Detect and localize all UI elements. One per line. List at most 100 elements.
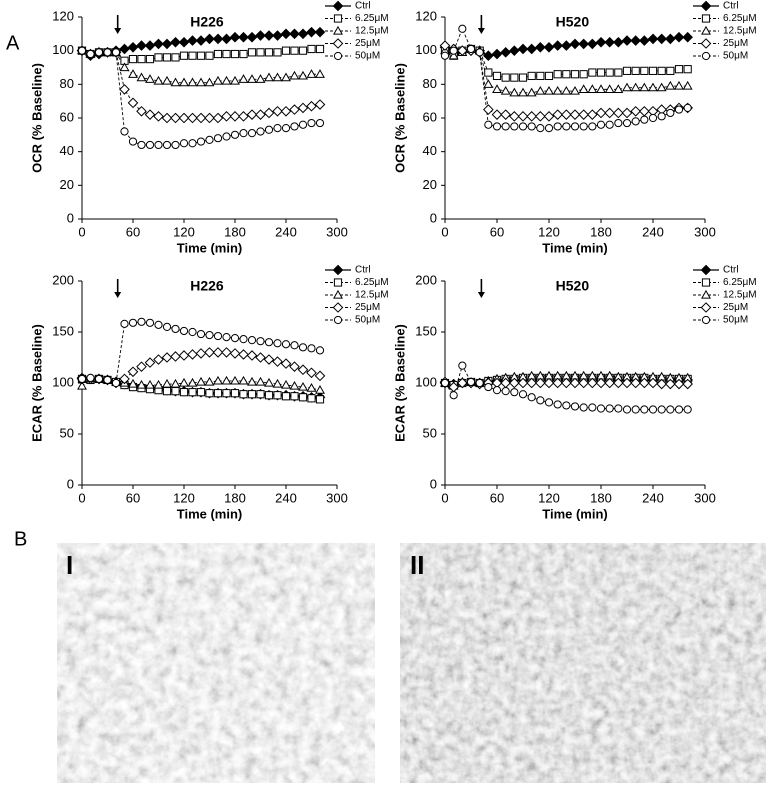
x-tick-label: 60 xyxy=(490,224,504,239)
marker xyxy=(145,318,155,327)
marker xyxy=(483,79,494,88)
y-tick-label: 40 xyxy=(423,143,437,158)
marker xyxy=(290,341,299,350)
marker xyxy=(553,400,562,409)
marker xyxy=(683,65,692,74)
marker xyxy=(289,28,300,40)
marker xyxy=(195,112,207,124)
marker xyxy=(466,44,476,54)
legend-label: 25μM xyxy=(355,302,380,313)
marker xyxy=(221,111,232,122)
marker xyxy=(136,379,147,389)
marker xyxy=(536,396,545,405)
marker xyxy=(536,71,545,81)
marker xyxy=(614,404,623,413)
marker xyxy=(569,377,581,389)
marker xyxy=(682,31,693,43)
y-tick-label: 60 xyxy=(60,109,74,124)
marker xyxy=(136,72,147,82)
marker xyxy=(314,370,326,382)
marker xyxy=(561,40,572,51)
x-tick-label: 60 xyxy=(490,490,504,505)
marker xyxy=(247,336,257,345)
marker xyxy=(298,120,308,129)
marker xyxy=(162,140,172,150)
marker xyxy=(701,278,711,287)
x-tick-label: 300 xyxy=(326,224,348,239)
marker xyxy=(145,379,155,389)
marker xyxy=(212,33,224,45)
marker xyxy=(527,71,536,81)
legend-label: 6.25μM xyxy=(723,13,757,24)
marker xyxy=(656,378,667,390)
marker xyxy=(144,40,156,51)
legend-label: 6.25μM xyxy=(355,277,389,288)
marker xyxy=(647,377,659,389)
marker xyxy=(648,82,658,92)
marker xyxy=(187,349,198,360)
marker xyxy=(569,38,581,50)
chart: 0 20 40 60 80 100 120 0 60 120 180 240 300 Time (min)… xyxy=(392,1,756,256)
marker xyxy=(440,51,450,60)
marker xyxy=(280,28,292,40)
marker xyxy=(204,77,215,87)
marker xyxy=(640,115,649,124)
x-tick-label: 120 xyxy=(173,490,195,505)
marker xyxy=(255,376,266,386)
marker xyxy=(77,46,87,55)
y-tick-label: 0 xyxy=(430,476,437,491)
marker xyxy=(604,36,615,48)
marker xyxy=(613,377,624,389)
y-tick-label: 100 xyxy=(52,374,74,389)
marker xyxy=(170,36,181,48)
marker xyxy=(306,367,317,379)
marker xyxy=(136,105,147,117)
legend-label: 12.5μM xyxy=(723,26,757,37)
marker xyxy=(170,351,181,362)
marker xyxy=(229,348,241,359)
marker xyxy=(656,33,667,45)
y-tick-label: 100 xyxy=(415,42,437,57)
marker xyxy=(298,393,308,402)
marker xyxy=(289,70,300,80)
marker xyxy=(588,403,597,412)
marker xyxy=(188,51,197,60)
marker xyxy=(518,73,528,82)
marker xyxy=(544,398,554,407)
marker xyxy=(171,53,180,62)
marker xyxy=(264,377,274,387)
marker xyxy=(255,74,266,83)
x-tick-label: 180 xyxy=(590,490,612,505)
marker xyxy=(492,386,502,395)
x-tick-label: 180 xyxy=(224,490,246,505)
marker xyxy=(230,75,240,85)
marker xyxy=(212,112,224,124)
marker xyxy=(333,51,343,61)
marker xyxy=(136,361,147,372)
marker xyxy=(86,373,95,382)
marker xyxy=(298,381,308,391)
marker xyxy=(562,122,571,131)
marker xyxy=(127,366,139,378)
marker xyxy=(483,104,494,115)
marker xyxy=(501,73,510,82)
marker xyxy=(536,124,545,133)
marker xyxy=(263,30,275,41)
legend-label: 12.5μM xyxy=(355,290,389,301)
marker xyxy=(605,404,614,413)
marker xyxy=(457,45,468,56)
marker xyxy=(187,77,198,87)
chart-title: H520 xyxy=(556,278,590,294)
marker xyxy=(247,48,257,57)
histology-image xyxy=(400,543,766,783)
marker xyxy=(171,387,180,396)
histology-image xyxy=(57,543,375,783)
marker xyxy=(205,330,214,340)
marker xyxy=(561,377,572,389)
legend-label: 25μM xyxy=(355,38,380,49)
marker xyxy=(213,134,223,143)
marker xyxy=(332,302,344,313)
legend-label: Ctrl xyxy=(723,265,739,276)
marker xyxy=(188,327,197,337)
arrow-head xyxy=(114,28,122,34)
